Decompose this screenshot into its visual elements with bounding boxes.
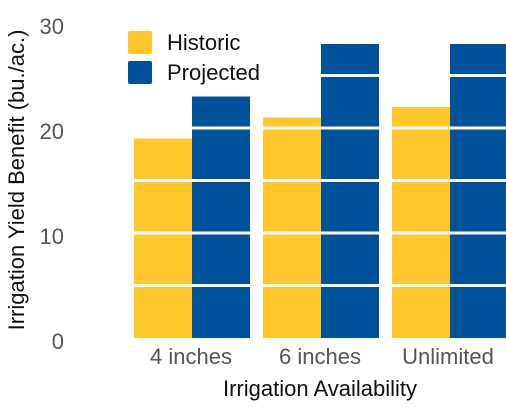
bar-projected-0 [192, 96, 250, 338]
legend-label-historic: Historic [167, 30, 240, 55]
x-tick-label-2: Unlimited [402, 344, 494, 369]
bar-historic-0 [134, 138, 192, 338]
y-ticks: 0 10 20 30 [40, 14, 64, 354]
x-ticks: 4 inches 6 inches Unlimited [150, 344, 494, 369]
bar-projected-1 [321, 44, 379, 338]
grid-layer [132, 74, 506, 287]
legend-swatch-projected [128, 61, 152, 84]
y-tick-label-1: 10 [40, 224, 64, 249]
bar-historic-2 [392, 107, 450, 338]
y-tick-label-0: 0 [52, 329, 64, 354]
legend-swatch-historic [128, 31, 152, 54]
bars-layer [134, 44, 506, 338]
y-axis-label: Irrigation Yield Benefit (bu./ac.) [4, 30, 29, 331]
x-tick-label-0: 4 inches [150, 344, 232, 369]
x-axis-label: Irrigation Availability [223, 376, 417, 401]
legend: Historic Projected [128, 30, 260, 85]
bar-historic-1 [263, 117, 321, 338]
y-tick-label-3: 30 [40, 14, 64, 39]
legend-label-projected: Projected [167, 60, 260, 85]
y-tick-label-2: 20 [40, 119, 64, 144]
bar-projected-2 [450, 44, 506, 338]
x-tick-label-1: 6 inches [279, 344, 361, 369]
